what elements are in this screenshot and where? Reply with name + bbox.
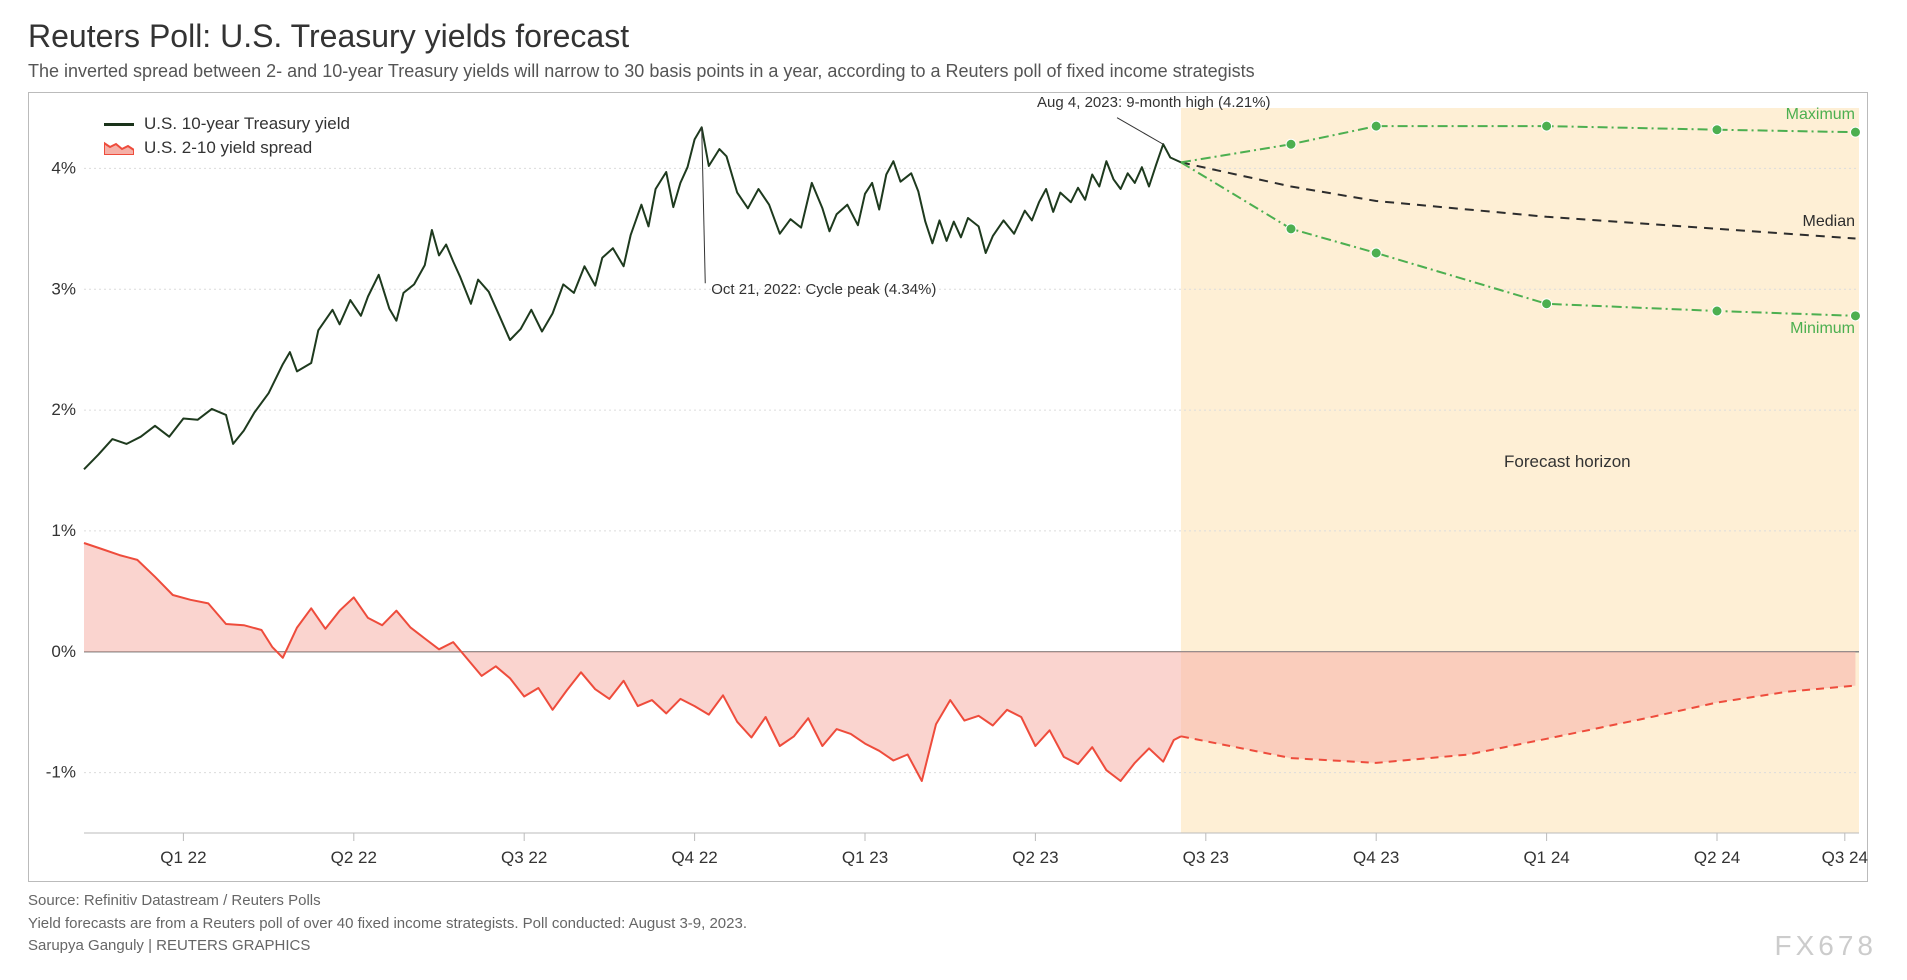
svg-text:0%: 0% [51, 642, 76, 661]
label-median: Median [1803, 213, 1855, 231]
svg-text:Q1 24: Q1 24 [1523, 848, 1569, 867]
legend-swatch-spread [104, 141, 134, 155]
svg-text:Q1 23: Q1 23 [842, 848, 888, 867]
svg-text:Q4 23: Q4 23 [1353, 848, 1399, 867]
svg-text:1%: 1% [51, 521, 76, 540]
svg-text:Q2 22: Q2 22 [331, 848, 377, 867]
legend-label-spread: U.S. 2-10 yield spread [144, 138, 312, 158]
chart-subtitle: The inverted spread between 2- and 10-ye… [28, 61, 1879, 82]
chart-svg: -1% 0% 1% 2% 3% 4% Q1 22 Q2 22 Q3 22 Q4 22 Q1 23 Q2… [29, 93, 1869, 883]
annotation-nine-month-high: Aug 4, 2023: 9-month high (4.21%) [1037, 94, 1270, 111]
forecast-horizon-label: Forecast horizon [1504, 452, 1631, 472]
legend: U.S. 10-year Treasury yield U.S. 2-10 yi… [104, 112, 350, 160]
chart-footer: Source: Refinitiv Datastream / Reuters P… [28, 890, 1879, 958]
svg-text:Q2 23: Q2 23 [1012, 848, 1058, 867]
svg-text:Q3 24: Q3 24 [1822, 848, 1868, 867]
svg-text:3%: 3% [51, 279, 76, 298]
svg-text:Q3 22: Q3 22 [501, 848, 547, 867]
svg-text:Q4 22: Q4 22 [671, 848, 717, 867]
watermark: FX678 [1775, 930, 1878, 962]
annotation-cycle-peak: Oct 21, 2022: Cycle peak (4.34%) [711, 281, 936, 298]
label-minimum: Minimum [1790, 320, 1855, 338]
footer-note: Yield forecasts are from a Reuters poll … [28, 913, 1879, 936]
label-maximum: Maximum [1786, 106, 1855, 124]
legend-label-yield: U.S. 10-year Treasury yield [144, 114, 350, 134]
footer-source: Source: Refinitiv Datastream / Reuters P… [28, 890, 1879, 913]
svg-text:Q2 24: Q2 24 [1694, 848, 1740, 867]
svg-text:2%: 2% [51, 400, 76, 419]
chart-container: -1% 0% 1% 2% 3% 4% Q1 22 Q2 22 Q3 22 Q4 22 Q1 23 Q2… [28, 92, 1868, 882]
chart-title: Reuters Poll: U.S. Treasury yields forec… [28, 18, 1879, 55]
svg-text:Q1 22: Q1 22 [160, 848, 206, 867]
svg-text:Q3 23: Q3 23 [1183, 848, 1229, 867]
svg-text:-1%: -1% [46, 763, 76, 782]
legend-swatch-yield [104, 123, 134, 126]
footer-credit: Sarupya Ganguly | REUTERS GRAPHICS [28, 935, 1879, 958]
svg-text:4%: 4% [51, 158, 76, 177]
